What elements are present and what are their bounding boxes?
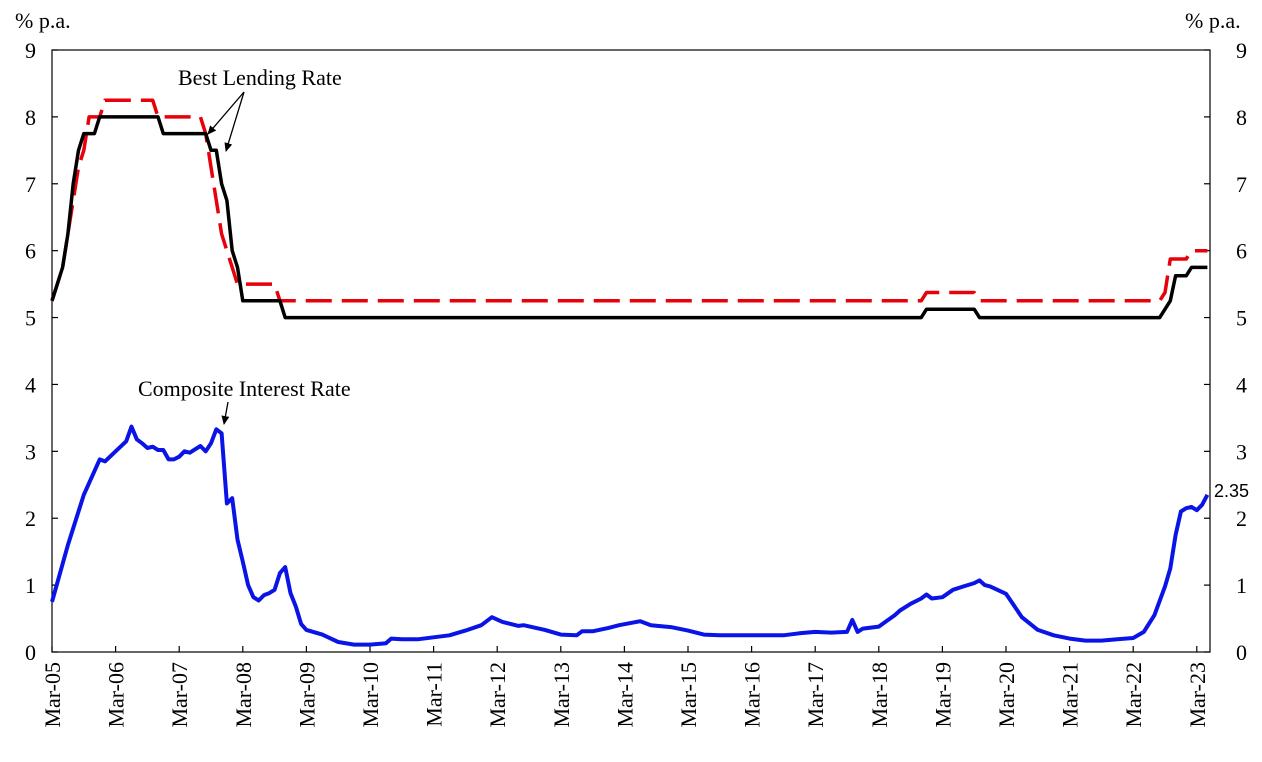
annotation-arrow-composite	[221, 401, 230, 425]
x-tick-label: Mar-08	[231, 662, 256, 728]
y-tick-label-left: 1	[25, 573, 36, 598]
y-tick-label-right: 9	[1236, 38, 1247, 63]
x-tick-label: Mar-16	[740, 662, 765, 728]
series-best-lending-rate-lower	[50, 115, 1208, 320]
y-tick-label-left: 6	[25, 239, 36, 264]
x-tick-label: Mar-15	[676, 662, 701, 728]
x-tick-label: Mar-12	[485, 662, 510, 728]
y-tick-label-right: 8	[1236, 105, 1247, 130]
y-tick-label-left: 3	[25, 439, 36, 464]
x-tick-label: Mar-20	[994, 662, 1019, 728]
x-tick-label: Mar-14	[612, 662, 637, 728]
x-tick-label: Mar-22	[1121, 662, 1146, 728]
series-best-lending-rate-upper	[50, 98, 1208, 303]
y-tick-label-right: 1	[1236, 573, 1247, 598]
y-tick-label-right: 2	[1236, 506, 1247, 531]
x-tick-label: Mar-21	[1058, 662, 1083, 728]
x-tick-label: Mar-06	[104, 662, 129, 728]
x-tick-label: Mar-05	[40, 662, 65, 728]
x-tick-label: Mar-18	[867, 662, 892, 728]
x-tick-label: Mar-23	[1185, 662, 1210, 728]
y-tick-label-right: 7	[1236, 172, 1247, 197]
y-unit-left: % p.a.	[15, 8, 71, 33]
y-tick-label-left: 4	[25, 372, 36, 397]
plot-frame	[51, 49, 1211, 653]
y-tick-label-right: 5	[1236, 306, 1247, 331]
x-tick-label: Mar-19	[930, 662, 955, 728]
y-tick-label-right: 3	[1236, 439, 1247, 464]
annotation-composite-interest-rate: Composite Interest Rate	[138, 376, 351, 401]
x-tick-label: Mar-17	[803, 662, 828, 728]
annotation-best-lending-rate: Best Lending Rate	[178, 65, 342, 90]
end-value-label: 2.35	[1214, 481, 1249, 501]
y-tick-label-left: 0	[25, 640, 36, 665]
y-tick-label-left: 8	[25, 105, 36, 130]
y-tick-label-left: 9	[25, 38, 36, 63]
series-composite-interest-rate	[50, 424, 1210, 647]
x-tick-label: Mar-09	[294, 662, 319, 728]
y-tick-label-right: 4	[1236, 372, 1247, 397]
y-tick-label-left: 7	[25, 172, 36, 197]
y-tick-label-right: 0	[1236, 640, 1247, 665]
x-tick-label: Mar-11	[422, 662, 447, 727]
annotation-arrow-blr-lower	[224, 91, 245, 152]
x-tick-label: Mar-07	[167, 662, 192, 728]
y-axis-left: 0 1 2 3 4 5 6 7 8 9	[25, 38, 58, 665]
y-tick-label-left: 2	[25, 506, 36, 531]
y-tick-label-right: 6	[1236, 239, 1247, 264]
y-unit-right: % p.a.	[1185, 8, 1241, 33]
annotation-arrow-blr-upper	[207, 91, 245, 135]
x-tick-label: Mar-10	[358, 662, 383, 728]
y-axis-right: 0 1 2 3 4 5 6 7 8 9	[1204, 38, 1247, 665]
x-axis: Mar-05 Mar-06 Mar-07 Mar-08 Mar-09 Mar-10 Mar-…	[40, 646, 1210, 728]
y-tick-label-left: 5	[25, 306, 36, 331]
x-tick-label: Mar-13	[549, 662, 574, 728]
